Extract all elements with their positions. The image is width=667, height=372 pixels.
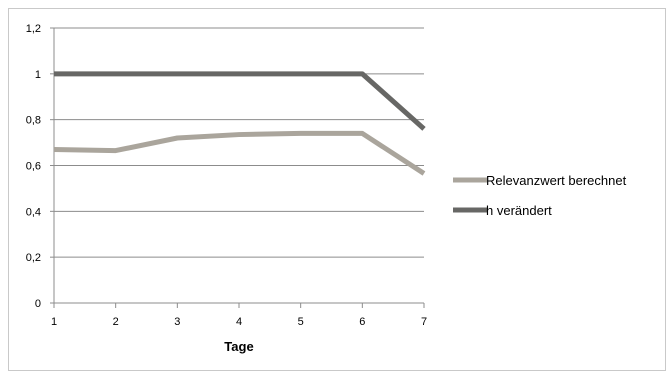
x-tick-label: 6 — [359, 316, 365, 328]
series-lines — [53, 71, 426, 176]
x-tick-label: 2 — [113, 316, 119, 328]
x-tick-label: 1 — [51, 316, 57, 328]
y-tick-label: 1,2 — [26, 23, 41, 35]
x-tick-label: 4 — [236, 316, 242, 328]
series-line-2 — [54, 71, 426, 131]
y-tick-label: 0 — [35, 298, 41, 310]
y-tick-label: 0,2 — [26, 252, 41, 264]
legend: Relevanzwert berechnet h verändert — [453, 173, 627, 218]
x-tick-label: 3 — [174, 316, 180, 328]
y-tick-label: 0,8 — [26, 115, 41, 127]
chart-frame — [8, 8, 666, 371]
tick-labels: 0 0,2 0,4 0,6 0,8 1 1,2 1 2 3 4 5 6 7 — [26, 23, 427, 328]
y-tick-label: 1 — [35, 69, 41, 81]
legend-label: Relevanzwert berechnet — [486, 173, 627, 188]
series-line-1 — [53, 130, 426, 176]
x-tick-label: 5 — [298, 316, 304, 328]
y-tick-label: 0,6 — [26, 161, 41, 173]
legend-label: h verändert — [486, 203, 552, 218]
axes — [50, 27, 425, 308]
y-tick-label: 0,4 — [26, 206, 41, 218]
x-axis-title: Tage — [224, 339, 253, 354]
gridlines — [54, 27, 424, 258]
x-tick-label: 7 — [421, 316, 427, 328]
